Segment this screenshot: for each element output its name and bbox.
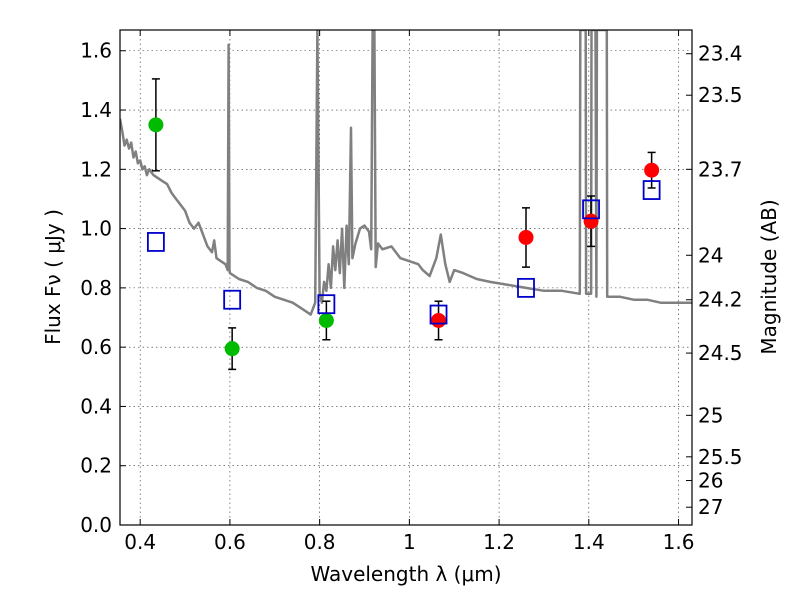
plot-layer [120, 30, 692, 371]
x-tick-label: 1.6 [663, 530, 695, 554]
y-tick-label: 0.6 [80, 335, 112, 359]
y-tick-label: 1.0 [80, 217, 112, 241]
right-tick-label: 23.7 [698, 157, 743, 181]
tick-layer: 0.4 0.6 0.8 1 1.2 1.4 1.6 0.0 0.2 0.4 0.6 0.8 1.0 1.2… [80, 30, 743, 554]
model-point [582, 199, 600, 220]
right-tick-label: 25.5 [698, 445, 743, 469]
y-tick-label: 1.4 [80, 98, 112, 122]
y-tick-label: 0.2 [80, 454, 112, 478]
y-tick-label: 0.8 [80, 276, 112, 300]
x-tick-label: 1 [403, 530, 416, 554]
model-point [146, 232, 165, 252]
data-point [518, 229, 534, 245]
right-tick-label: 23.4 [698, 42, 743, 66]
right-tick-label: 26 [698, 469, 723, 493]
x-tick-label: 1.4 [573, 530, 605, 554]
y-tick-label: 0.0 [80, 513, 112, 537]
data-point [644, 162, 660, 178]
y-tick-label: 1.2 [80, 157, 112, 181]
y-axis-title: Flux Fν ( μJy ) [41, 209, 65, 345]
right-axis-title: Magnitude (AB) [757, 199, 781, 354]
right-tick-label: 24.5 [698, 341, 743, 365]
data-point [583, 213, 599, 229]
x-tick-label: 0.6 [214, 530, 246, 554]
axes-frame [119, 29, 693, 526]
x-tick-label: 1.2 [483, 530, 515, 554]
right-tick-label: 23.5 [698, 83, 743, 107]
right-tick-label: 27 [698, 495, 723, 519]
grid-layer [120, 30, 692, 526]
model-point [517, 277, 535, 298]
right-tick-label: 24 [698, 243, 723, 267]
data-point [224, 341, 240, 357]
model-point [429, 304, 448, 325]
model-point [223, 289, 242, 310]
model-point [642, 180, 661, 200]
model-point [317, 294, 336, 315]
x-tick-label: 0.8 [304, 530, 336, 554]
data-point [148, 117, 164, 133]
data-point [431, 312, 447, 328]
y-tick-label: 0.4 [80, 394, 112, 418]
x-axis-title: Wavelength λ (μm) [310, 562, 501, 586]
spectrum-line [120, 30, 692, 316]
right-tick-label: 24.2 [698, 288, 743, 312]
y-tick-label: 1.6 [80, 39, 112, 63]
data-point [318, 312, 334, 328]
right-tick-label: 25 [698, 403, 723, 427]
x-tick-label: 0.4 [124, 530, 156, 554]
